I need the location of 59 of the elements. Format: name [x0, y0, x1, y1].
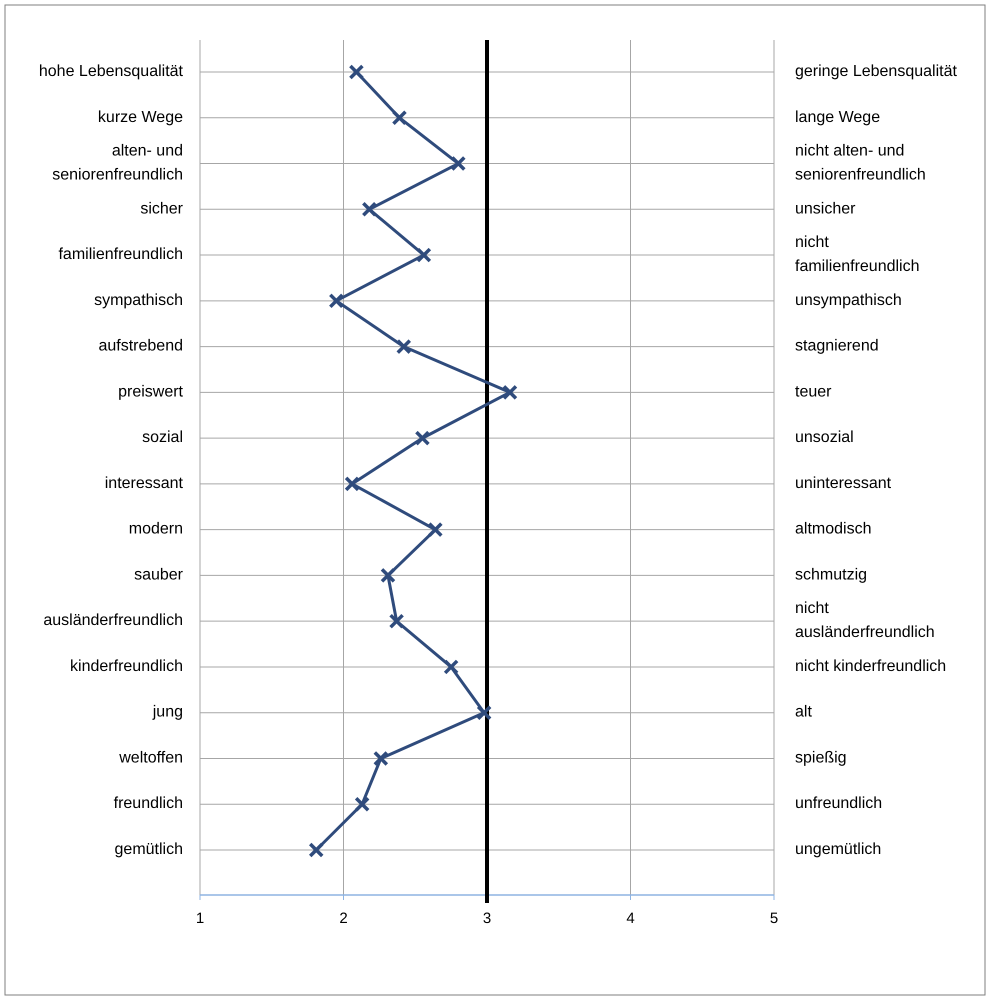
y2-tick-label: nicht kinderfreundlich [795, 658, 946, 676]
y2-tick-label: altmodisch [795, 520, 872, 538]
y2-tick-label: unsozial [795, 429, 854, 446]
y-tick-label: modern [128, 520, 183, 538]
y-tick-label: kinderfreundlich [70, 658, 183, 676]
x-tick-label: 2 [339, 910, 348, 927]
y-tick-label: interessant [104, 475, 184, 492]
y-tick-label: gemütlich [114, 841, 183, 858]
y-tick-label: alten- und seniorenfreundlich [52, 142, 183, 184]
y2-tick-label: nicht alten- und seniorenfreundlich [795, 142, 926, 184]
y-tick-label: jung [152, 704, 183, 721]
y2-tick-label: unsicher [795, 200, 856, 218]
y-tick-label: sympathisch [94, 292, 183, 310]
y2-tick-label: unsympathisch [795, 292, 902, 310]
y2-tick-label: geringe Lebensqualität [795, 63, 958, 80]
y2-tick-label: nicht familienfreundlich [795, 234, 920, 276]
point [348, 64, 364, 80]
y2-tick-label: lange Wege [795, 108, 880, 126]
point [388, 613, 404, 629]
y-tick-label: hohe Lebensqualität [38, 63, 184, 80]
x-tick-label: 3 [482, 910, 492, 927]
point [416, 247, 432, 263]
y2-tick-label: stagnierend [795, 338, 879, 355]
x-tick-label: 5 [770, 910, 778, 927]
y2-tick-label: teuer [795, 384, 832, 401]
y2-tick-label: schmutzig [795, 566, 868, 584]
point [308, 842, 324, 858]
y2-tick-label: spießig [795, 750, 847, 767]
y-tick-label: aufstrebend [98, 338, 183, 355]
y2-tick-label: nicht ausländerfreundlich [795, 600, 935, 642]
x-tick-label: 4 [626, 910, 635, 927]
y-tick-label: preiswert [118, 384, 184, 401]
point [380, 568, 396, 584]
y-tick-label: freundlich [114, 795, 183, 812]
point [373, 750, 389, 766]
point [428, 522, 444, 538]
point [502, 384, 518, 400]
point [414, 430, 430, 446]
point [344, 476, 360, 492]
y-tick-label: kurze Wege [98, 108, 184, 126]
point [392, 110, 408, 126]
y-tick-label: familienfreundlich [58, 246, 183, 264]
y-tick-label: ausländerfreundlich [43, 612, 183, 630]
y-tick-label: sauber [134, 566, 184, 584]
point [450, 156, 466, 172]
point [396, 338, 412, 354]
y-tick-label: sozial [142, 429, 183, 446]
y-tick-label: sicher [140, 200, 184, 218]
point [443, 659, 459, 675]
point [476, 704, 492, 720]
y2-tick-label: ungemütlich [795, 841, 882, 858]
point [362, 202, 378, 218]
point [354, 796, 370, 812]
x-tick-label: 1 [196, 910, 204, 927]
y2-tick-label: unfreundlich [795, 795, 882, 812]
y2-tick-label: uninteressant [795, 475, 892, 492]
y2-tick-label: alt [795, 704, 812, 721]
point [328, 293, 344, 309]
y-tick-label: weltoffen [118, 750, 183, 767]
